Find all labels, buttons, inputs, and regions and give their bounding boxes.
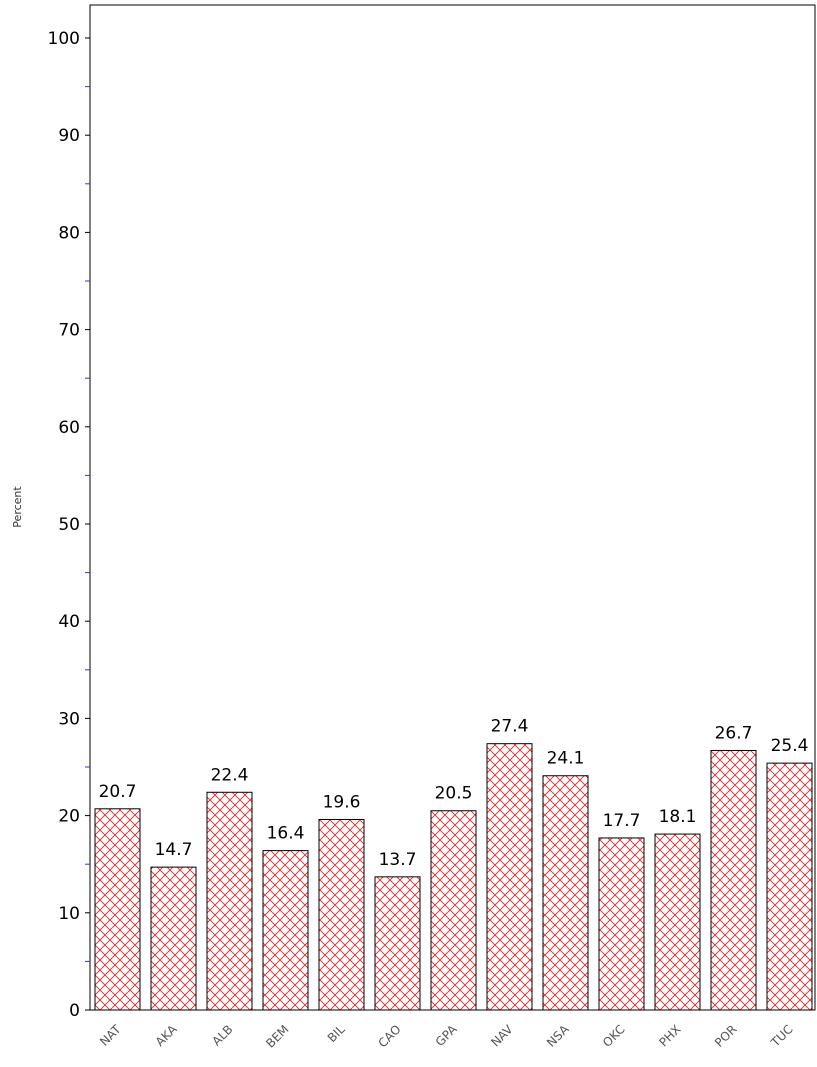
- y-tick-label: 80: [58, 223, 80, 243]
- y-tick-label: 100: [48, 29, 80, 49]
- bar-value-label: 14.7: [155, 840, 193, 860]
- bar: [318, 818, 365, 1011]
- bar-value-label: 18.1: [659, 807, 697, 827]
- x-tick-label: NAV: [488, 1022, 516, 1050]
- bar: [654, 833, 701, 1011]
- bar-value-label: 20.5: [435, 784, 473, 804]
- bar-value-label: 17.7: [603, 811, 641, 831]
- x-tick-label: TUC: [768, 1022, 796, 1050]
- bar-value-label: 20.7: [99, 782, 137, 802]
- bar-series: 20.7 14.7 22.4 16.4 19.6 13.7 20.5 27.4 24.1 17.7…: [94, 717, 813, 1011]
- y-tick-label: 30: [58, 709, 80, 729]
- bar: [710, 749, 757, 1011]
- x-axis: NAT AKA ALB BEM BIL CAO GPA NAV NSA OKC PHX POR TUC: [97, 1022, 796, 1051]
- x-tick-label: NAT: [97, 1022, 124, 1049]
- bar-value-label: 26.7: [715, 723, 753, 743]
- x-tick-label: ALB: [209, 1022, 235, 1048]
- bar: [262, 850, 309, 1011]
- y-tick-label: 90: [58, 126, 80, 146]
- x-tick-label: BIL: [325, 1022, 348, 1045]
- x-tick-label: AKA: [153, 1022, 180, 1049]
- bar-value-label: 24.1: [547, 749, 585, 769]
- x-tick-label: CAO: [375, 1022, 403, 1050]
- y-tick-label: 60: [58, 418, 80, 438]
- bar: [206, 791, 253, 1011]
- y-axis-label: Percent: [11, 486, 24, 528]
- y-tick-label: 20: [58, 807, 80, 827]
- bar-value-label: 16.4: [267, 824, 305, 844]
- y-tick-label: 40: [58, 612, 80, 632]
- y-tick-label: 10: [58, 904, 80, 924]
- y-tick-label: 0: [69, 1001, 80, 1021]
- x-tick-label: BEM: [263, 1022, 291, 1050]
- bar-value-label: 25.4: [771, 736, 809, 756]
- x-tick-label: POR: [712, 1022, 740, 1050]
- y-tick-label: 50: [58, 515, 80, 535]
- bar-value-label: 27.4: [491, 717, 529, 737]
- bar: [150, 866, 197, 1011]
- x-tick-label: PHX: [656, 1022, 683, 1049]
- bar-value-label: 13.7: [379, 850, 417, 870]
- bar: [430, 810, 477, 1011]
- bar: [374, 876, 421, 1011]
- bar: [94, 808, 141, 1011]
- bar: [766, 762, 813, 1011]
- y-axis: 0 10 20 30 40 50 60 70 80 90 100: [48, 29, 90, 1021]
- bar: [598, 837, 645, 1011]
- bar: [542, 775, 589, 1011]
- x-tick-label: NSA: [544, 1022, 572, 1050]
- bar-value-label: 22.4: [211, 765, 249, 785]
- y-tick-label: 70: [58, 321, 80, 341]
- bar-value-label: 19.6: [323, 792, 361, 812]
- x-tick-label: GPA: [433, 1022, 460, 1049]
- x-tick-label: OKC: [600, 1022, 628, 1050]
- bar: [486, 743, 533, 1011]
